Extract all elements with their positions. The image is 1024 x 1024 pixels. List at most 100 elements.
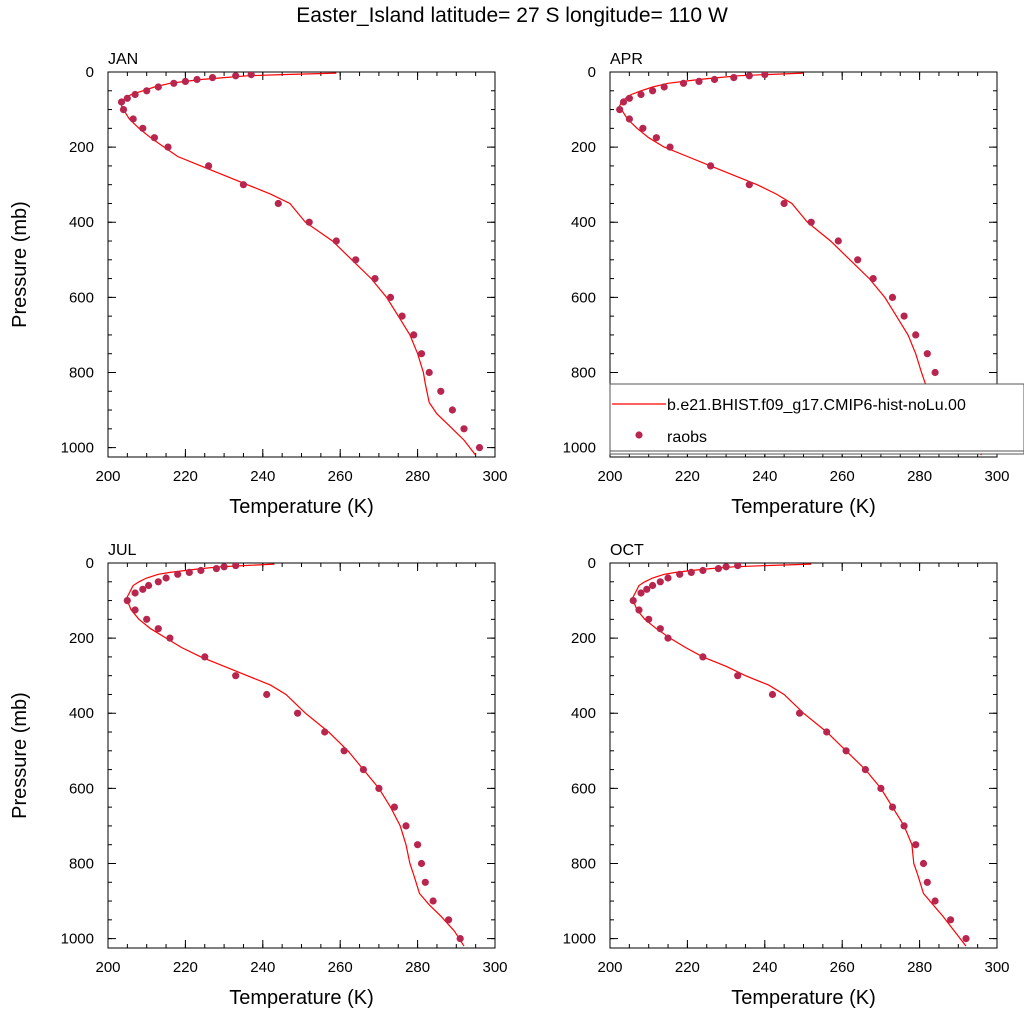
obs-point (869, 275, 877, 283)
obs-point (710, 75, 719, 84)
legend: b.e21.BHIST.f09_g17.CMIP6-hist-noLu.00ra… (609, 383, 1024, 455)
obs-point (643, 585, 651, 593)
y-tick-label: 200 (571, 630, 596, 647)
x-tick-label: 300 (482, 468, 507, 485)
x-tick-label: 240 (752, 959, 777, 976)
y-tick-label: 800 (571, 855, 596, 872)
obs-point (232, 672, 240, 680)
legend-label-raobs: raobs (667, 429, 707, 446)
x-tick-label: 300 (984, 959, 1009, 976)
obs-point (205, 162, 213, 170)
obs-point (619, 98, 628, 106)
legend-label-model: b.e21.BHIST.f09_g17.CMIP6-hist-noLu.00 (667, 397, 966, 414)
obs-point (139, 124, 147, 132)
obs-point (761, 72, 769, 79)
panel-title: JAN (108, 51, 138, 68)
y-tick-label: 200 (69, 139, 94, 156)
obs-point (239, 181, 247, 189)
obs-point (129, 115, 137, 123)
obs-point (232, 72, 240, 80)
x-tick-label: 260 (830, 468, 855, 485)
obs-point (745, 181, 753, 189)
y-tick-label: 800 (69, 855, 94, 872)
obs-point (162, 574, 170, 582)
x-tick-label: 280 (405, 959, 430, 976)
obs-point (695, 77, 703, 85)
x-tick-label: 200 (597, 468, 622, 485)
panel-jan: 200 220 240 260 280 300 0 200 400 600 800 1000 JAN Te… (9, 51, 508, 518)
obs-point (212, 565, 220, 573)
obs-point (143, 87, 151, 95)
obs-point (123, 597, 131, 605)
obs-point (201, 653, 209, 661)
x-tick-label: 200 (95, 468, 120, 485)
obs-point (154, 578, 162, 586)
obs-point (660, 83, 668, 91)
obs-point (699, 566, 707, 575)
y-tick-label: 0 (588, 64, 596, 81)
panel-oct: 200 220 240 260 280 300 0 200 400 600 800 1000 OCT Te… (563, 542, 1010, 1009)
y-axis-label: Pressure (mb) (9, 201, 31, 328)
obs-point (649, 581, 657, 590)
panel-apr: 200 220 240 260 280 300 0 200 400 600 800 1000 APR Te… (563, 51, 1010, 518)
figure-title: Easter_Island latitude= 27 S longitude= … (296, 4, 728, 27)
obs-point (456, 935, 464, 943)
obs-point (639, 124, 647, 132)
obs-point (625, 94, 634, 102)
obs-point (208, 74, 217, 82)
x-tick-label: 300 (482, 959, 507, 976)
obs-point (263, 690, 271, 699)
obs-point (616, 106, 624, 114)
obs-point (154, 83, 162, 91)
obs-point (730, 74, 738, 82)
obs-point (445, 916, 453, 924)
obs-point (912, 841, 920, 849)
y-tick-label: 0 (86, 64, 94, 81)
y-tick-label: 1000 (563, 931, 596, 948)
obs-point (460, 425, 468, 433)
obs-point (417, 859, 426, 868)
obs-point (931, 897, 939, 905)
obs-point (417, 350, 426, 358)
obs-point (664, 634, 672, 642)
plot-frame (609, 562, 998, 949)
obs-point (877, 784, 885, 793)
x-axis-label: Temperature (K) (731, 496, 876, 518)
obs-point (332, 237, 340, 245)
y-axis-label: Pressure (mb) (9, 692, 31, 819)
y-tick-label: 200 (69, 630, 94, 647)
y-tick-label: 400 (571, 705, 596, 722)
obs-point (900, 822, 908, 830)
x-tick-label: 280 (405, 468, 430, 485)
obs-point (398, 312, 406, 320)
plot-frame (107, 562, 496, 949)
plot-area (117, 72, 484, 456)
panel-title: APR (610, 51, 643, 68)
obs-point (834, 237, 842, 245)
legend-marker-swatch (635, 431, 643, 439)
obs-point (745, 72, 753, 80)
obs-point (410, 331, 418, 339)
obs-point (414, 841, 422, 849)
obs-point (679, 79, 688, 87)
obs-point (699, 653, 707, 661)
obs-point (425, 368, 433, 377)
x-tick-label: 240 (752, 468, 777, 485)
obs-point (707, 162, 715, 170)
x-tick-label: 300 (984, 468, 1009, 485)
model-line (126, 563, 465, 947)
obs-point (734, 672, 742, 680)
y-tick-label: 600 (69, 780, 94, 797)
obs-point (166, 634, 174, 642)
obs-point (185, 568, 193, 577)
obs-point (247, 72, 255, 79)
obs-point (274, 199, 282, 208)
x-tick-label: 200 (597, 959, 622, 976)
obs-point (117, 98, 126, 106)
obs-point (429, 897, 437, 905)
obs-point (734, 563, 742, 570)
obs-point (145, 581, 153, 590)
obs-point (150, 134, 158, 142)
obs-point (687, 568, 695, 577)
